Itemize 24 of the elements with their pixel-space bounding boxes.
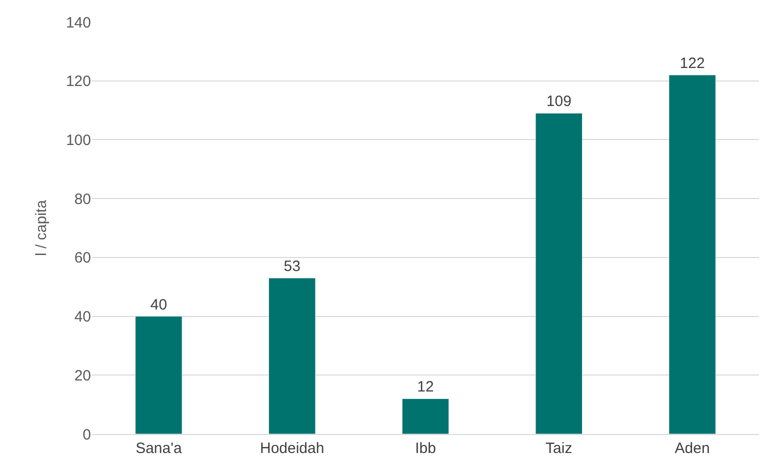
- x-tick-label: Ibb: [415, 440, 436, 457]
- x-tick-label: Hodeidah: [260, 440, 324, 457]
- bar: [535, 112, 582, 434]
- y-tick-label: 60: [74, 250, 91, 267]
- y-tick-label: 100: [66, 132, 91, 149]
- bar: [135, 316, 182, 434]
- y-tick-label: 0: [82, 426, 91, 444]
- bar: [668, 74, 716, 434]
- x-tick-label: Aden: [674, 440, 710, 457]
- y-tick-label: 140: [66, 14, 91, 32]
- data-label: 122: [680, 54, 705, 72]
- data-label: 109: [546, 93, 572, 110]
- x-tick-label: Sana'a: [136, 440, 182, 457]
- data-label: 40: [150, 296, 168, 314]
- y-tick-label: 80: [74, 190, 91, 208]
- y-tick-label: 120: [66, 73, 91, 90]
- data-label: 53: [284, 258, 300, 276]
- bar: [402, 398, 450, 434]
- data-label: 12: [417, 378, 434, 396]
- bar: [268, 278, 316, 434]
- x-tick-label: Taiz: [546, 440, 572, 457]
- y-tick-label: 20: [74, 367, 91, 384]
- y-tick-label: 40: [74, 308, 91, 326]
- y-axis-title: l / capita: [33, 199, 50, 256]
